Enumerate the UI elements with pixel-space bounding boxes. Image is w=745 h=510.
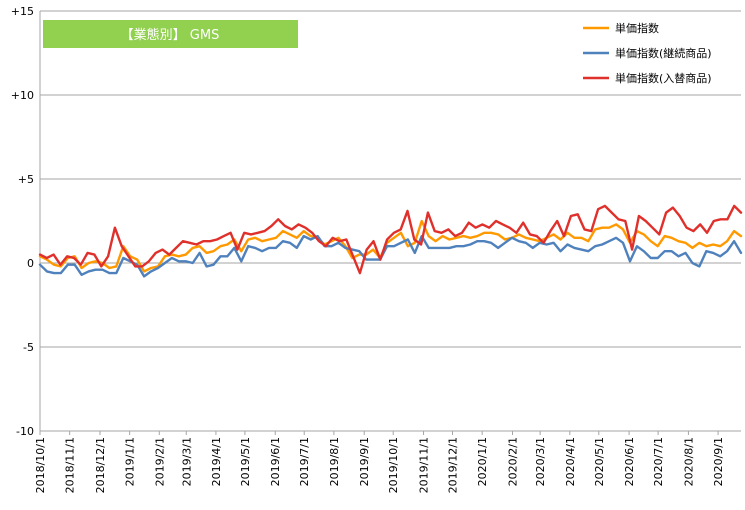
x-tick-label: 2019/11/1 — [418, 437, 431, 493]
x-tick-label: 2020/2/1 — [507, 437, 520, 486]
y-tick-label: +15 — [11, 5, 34, 18]
series-lines — [38, 204, 743, 278]
legend-label-3: 単価指数(入替商品) — [615, 71, 712, 85]
x-tick-label: 2019/9/1 — [358, 437, 371, 486]
x-tick-label: 2018/11/1 — [64, 437, 77, 493]
legend-label-1: 単価指数 — [615, 21, 659, 35]
series-line-3 — [38, 204, 743, 275]
chart-title-box: 【業態別】 GMS — [43, 20, 298, 48]
x-tick-label: 2019/12/1 — [447, 437, 460, 493]
x-tick-label: 2020/1/1 — [476, 437, 489, 486]
x-tick-label: 2020/3/1 — [534, 437, 547, 486]
chart-title: 【業態別】 GMS — [121, 27, 220, 43]
y-tick-label: 0 — [27, 257, 34, 270]
x-tick-label: 2019/7/1 — [298, 437, 311, 486]
x-tick-label: 2019/3/1 — [180, 437, 193, 486]
x-tick-label: 2019/1/1 — [124, 437, 137, 486]
horizontal-gridlines — [40, 10, 741, 432]
series-line-1 — [38, 219, 743, 273]
x-tick-label: 2020/6/1 — [623, 437, 636, 486]
x-tick-label: 2020/9/1 — [712, 437, 725, 486]
title-box-background — [43, 20, 298, 48]
x-tick-label: 2018/10/1 — [34, 437, 47, 493]
x-tick-label: 2020/5/1 — [593, 437, 606, 486]
y-tick-label: -5 — [23, 341, 34, 354]
x-tick-label: 2020/4/1 — [564, 437, 577, 486]
y-tick-label: -10 — [16, 425, 34, 438]
x-tick-label: 2019/10/1 — [387, 437, 400, 493]
x-tick-label: 2019/2/1 — [153, 437, 166, 486]
y-tick-label: +10 — [11, 89, 34, 102]
x-tick-label: 2020/8/1 — [682, 437, 695, 486]
x-tick-label: 2019/4/1 — [210, 437, 223, 486]
x-tick-label: 2019/5/1 — [239, 437, 252, 486]
legend-label-2: 単価指数(継続商品) — [615, 46, 712, 60]
x-tick-label: 2020/7/1 — [652, 437, 665, 486]
x-tick-label: 2019/6/1 — [269, 437, 282, 486]
series-line-2 — [38, 234, 743, 278]
y-tick-label: +5 — [18, 173, 34, 186]
x-tick-label: 2019/8/1 — [328, 437, 341, 486]
x-tick-label: 2018/12/1 — [94, 437, 107, 493]
